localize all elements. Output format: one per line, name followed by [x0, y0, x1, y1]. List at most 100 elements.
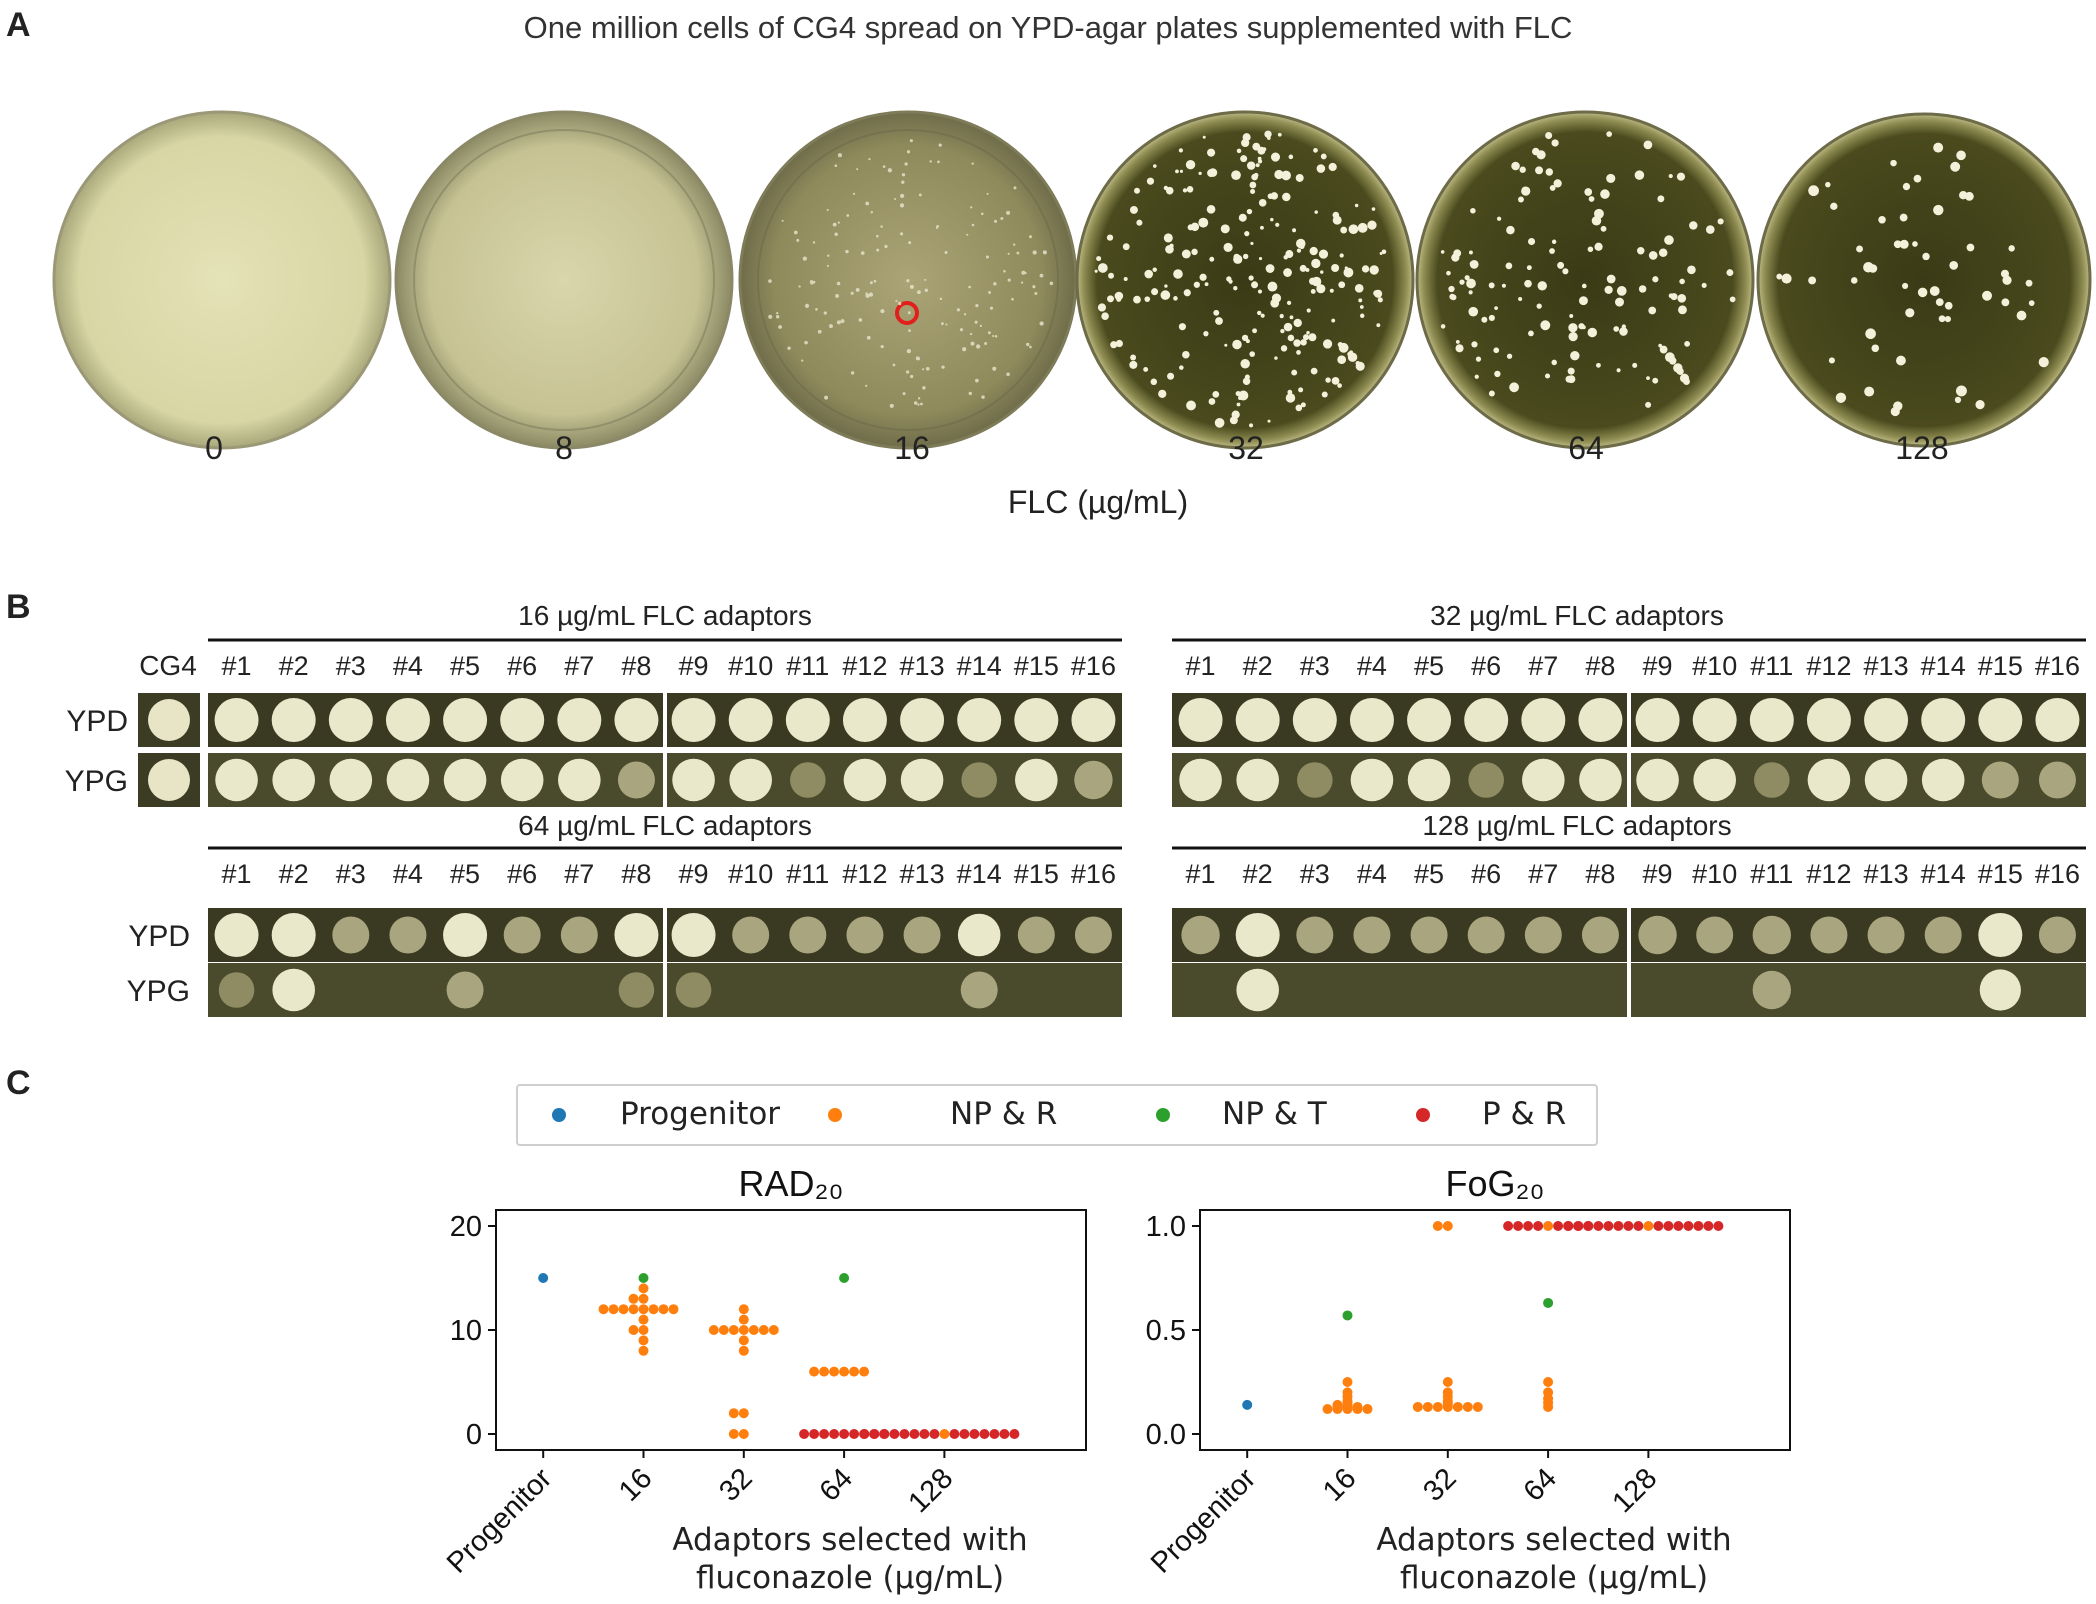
growth-spot: [386, 758, 430, 802]
colony: [1933, 204, 1944, 216]
colony: [1902, 182, 1911, 191]
fog20-chart: FoG₂₀ 0.0 0.5 1.0 Progenitor 16 32 64 128: [1145, 1163, 1791, 1580]
colony: [1236, 402, 1241, 407]
colony: [1248, 275, 1254, 281]
colony: [1359, 305, 1364, 309]
growth-spot: [1071, 698, 1116, 742]
colony: [1369, 265, 1379, 275]
colony: [1310, 288, 1316, 294]
growth-spot: [1349, 698, 1394, 742]
colony: [1781, 273, 1792, 284]
colony: [1944, 301, 1953, 310]
data-point: [608, 1304, 619, 1315]
colony: [975, 304, 979, 308]
growth-spot: [729, 758, 772, 802]
isolate-label: #1: [1186, 651, 1216, 681]
colony: [1475, 356, 1482, 362]
colony: [1292, 228, 1297, 233]
growth-spot: [1467, 916, 1505, 954]
colony: [1212, 390, 1220, 398]
colony: [917, 397, 921, 400]
colony: [1173, 269, 1183, 279]
growth-spot: [957, 913, 1001, 957]
colony: [1652, 377, 1659, 384]
growth-spot: [1806, 698, 1851, 742]
colony: [1377, 297, 1383, 303]
x-tick-label: 64: [814, 1462, 859, 1507]
colony: [1863, 261, 1874, 273]
data-point: [738, 1429, 749, 1439]
colony: [1519, 166, 1526, 173]
colony: [1207, 169, 1215, 177]
colony: [1282, 192, 1291, 202]
data-point: [1713, 1221, 1724, 1231]
isolate-label: #5: [450, 651, 480, 681]
colony: [1285, 250, 1294, 259]
colony: [1637, 246, 1645, 255]
colony: [1287, 389, 1293, 395]
colony: [1360, 313, 1365, 319]
colony: [801, 359, 804, 362]
colony: [1606, 274, 1616, 284]
plate-64: [1415, 110, 1755, 450]
data-point: [1342, 1404, 1353, 1415]
growth-spot: [446, 971, 484, 1009]
growth-spot: [1807, 758, 1851, 802]
growth-spot: [214, 913, 259, 957]
growth-spot: [1292, 698, 1337, 742]
colony: [992, 335, 995, 338]
colony: [1028, 235, 1032, 239]
colony: [1505, 262, 1513, 270]
colony: [1306, 331, 1310, 335]
data-point: [839, 1273, 850, 1283]
spot-assay-panel: CG4 YPD YPG YPD YPG 16 µg/mL FLC adaptors #1 #2…: [65, 600, 2086, 1017]
isolate-label: #14: [957, 651, 1002, 681]
colony: [2038, 356, 2049, 368]
isolate-label: #11: [786, 651, 829, 681]
colony: [1668, 173, 1673, 179]
colony: [1321, 391, 1328, 398]
colony: [1013, 186, 1017, 190]
colony: [1587, 327, 1598, 338]
colony: [1208, 398, 1216, 405]
isolate-label: #15: [1978, 859, 2023, 889]
growth-spot: [1464, 698, 1509, 742]
colony: [2008, 245, 2015, 252]
isolate-label: #6: [507, 651, 537, 681]
isolate-label: #2: [279, 859, 309, 889]
adaptor-group-title: 128 µg/mL FLC adaptors: [1422, 810, 1731, 841]
colony: [988, 291, 991, 294]
colony: [1123, 277, 1128, 282]
colony: [901, 180, 905, 184]
data-point: [1593, 1221, 1604, 1231]
data-point: [1503, 1221, 1514, 1231]
legend-marker-np-t: [1156, 1108, 1170, 1122]
colony: [1251, 173, 1258, 181]
colony: [1374, 289, 1383, 298]
data-point: [728, 1325, 739, 1335]
colony: [1224, 343, 1228, 347]
colony: [1007, 278, 1011, 282]
legend-marker-np-r: [828, 1108, 842, 1122]
colony: [1549, 248, 1555, 254]
growth-spot: [1297, 762, 1333, 798]
colony: [1648, 251, 1658, 260]
data-point: [658, 1304, 669, 1315]
isolate-label: #9: [1643, 651, 1673, 681]
colony: [1295, 404, 1303, 412]
y-tick-label: 0.5: [1146, 1315, 1186, 1347]
colony: [1568, 332, 1578, 342]
colony: [1320, 153, 1327, 160]
isolate-label: #12: [842, 651, 887, 681]
colony: [1262, 147, 1267, 152]
colony: [776, 312, 779, 315]
colony: [1151, 288, 1159, 296]
colony: [909, 139, 913, 143]
colony: [1163, 233, 1173, 243]
colony: [1544, 373, 1551, 379]
colony: [1584, 188, 1593, 196]
dose-label-0: 0: [205, 430, 223, 466]
isolate-label: #11: [1750, 859, 1793, 889]
legend-label-p-r: P & R: [1482, 1096, 1567, 1132]
colony: [944, 250, 948, 254]
